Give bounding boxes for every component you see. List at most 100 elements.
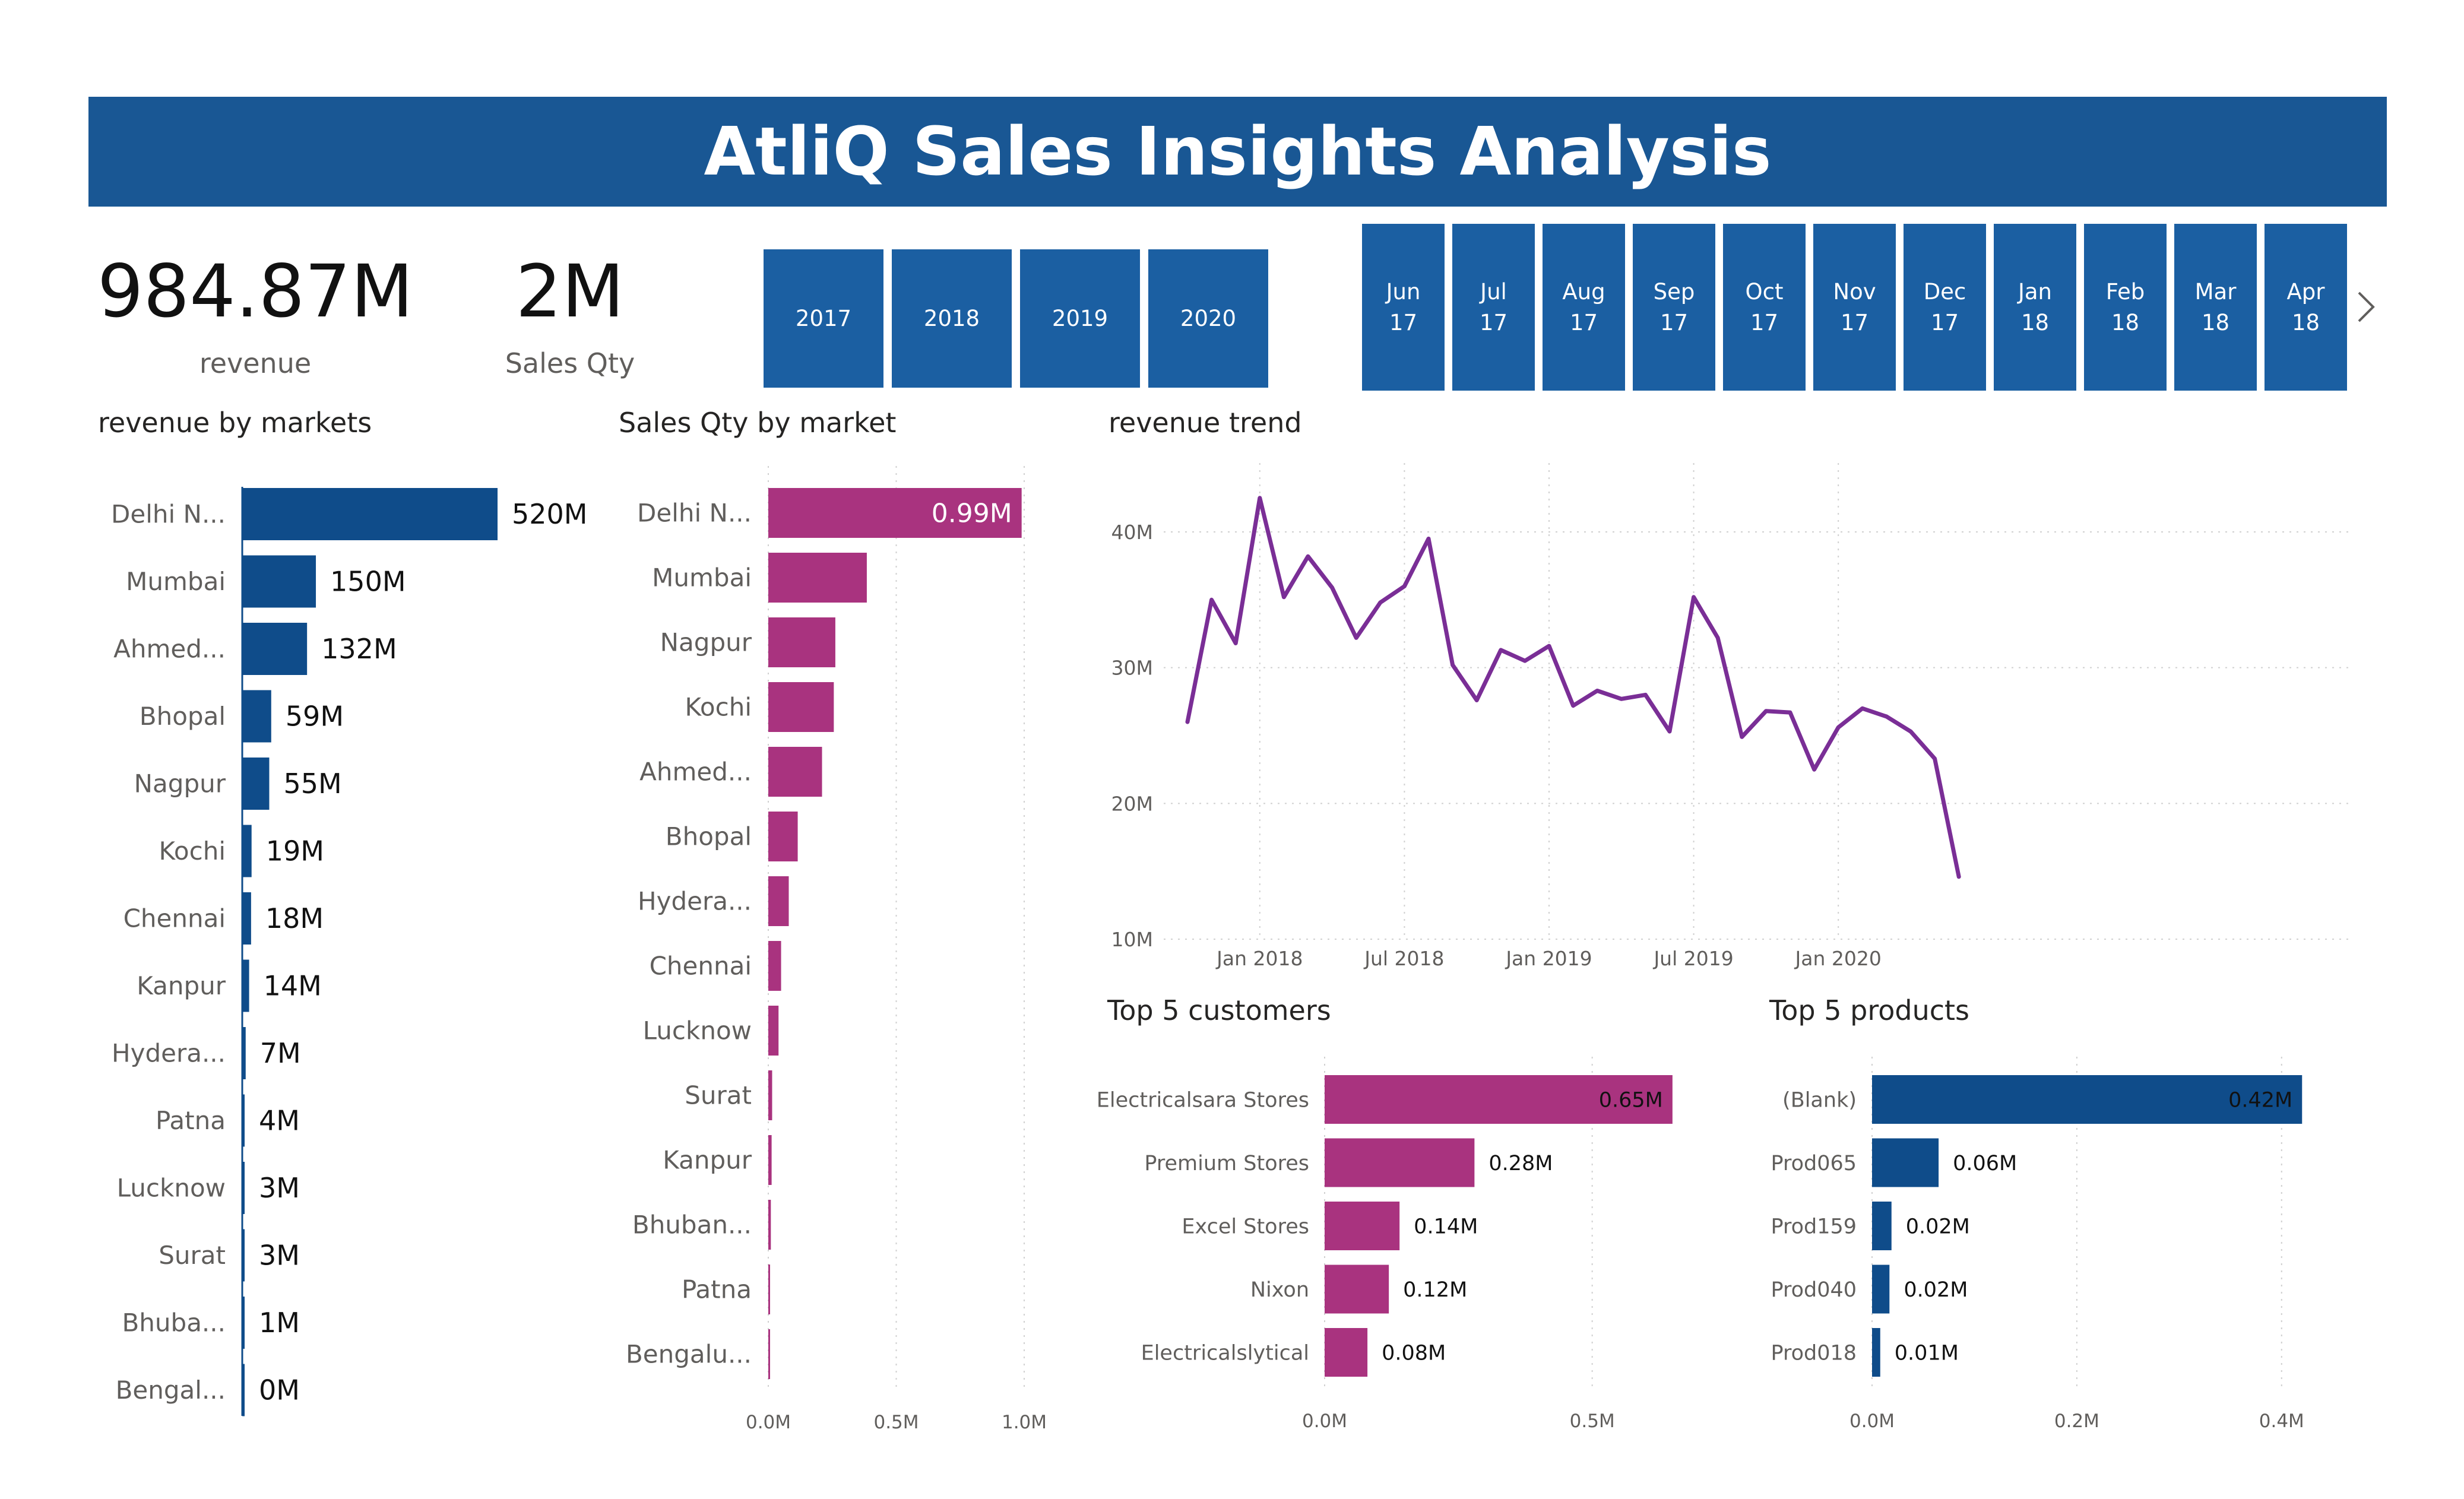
revenue-market-data-label: 1M bbox=[259, 1307, 300, 1339]
revenue-market-bar bbox=[242, 1162, 245, 1214]
top-customer-category-label: Premium Stores bbox=[1144, 1152, 1309, 1175]
top-product-category-label: (Blank) bbox=[1782, 1088, 1857, 1112]
top-customer-category-label: Electricalslytical bbox=[1141, 1341, 1309, 1365]
top-product-x-tick-label: 0.4M bbox=[2259, 1411, 2304, 1432]
sales-qty-category-label: Lucknow bbox=[643, 1016, 752, 1045]
sales-qty-x-tick-label: 1.0M bbox=[1002, 1412, 1047, 1433]
revenue-market-category-label: Bengal... bbox=[116, 1376, 226, 1405]
year-slicer-2018[interactable]: 2018 bbox=[892, 249, 1012, 388]
top-customer-bar bbox=[1325, 1202, 1400, 1250]
sales-qty-data-label: 0.99M bbox=[932, 498, 1012, 528]
month-slicer-dec-17[interactable]: Dec 17 bbox=[1904, 224, 1986, 391]
sales-qty-bar bbox=[768, 812, 798, 861]
top-product-data-label: 0.42M bbox=[2228, 1088, 2292, 1112]
title-banner: AtliQ Sales Insights Analysis bbox=[88, 97, 2387, 207]
chevron-right-icon[interactable] bbox=[2354, 289, 2378, 325]
top-product-data-label: 0.02M bbox=[1906, 1215, 1970, 1238]
top5-customers-title: Top 5 customers bbox=[1107, 994, 1331, 1026]
top-product-bar bbox=[1872, 1075, 2303, 1124]
sales-qty-bar bbox=[768, 1135, 772, 1185]
sales-qty-bar bbox=[768, 1265, 770, 1314]
revenue-market-data-label: 0M bbox=[259, 1374, 300, 1406]
revenue-market-data-label: 3M bbox=[259, 1240, 300, 1272]
revenue-market-data-label: 132M bbox=[321, 633, 397, 665]
sales-qty-bar bbox=[768, 1006, 779, 1056]
sales-qty-category-label: Kanpur bbox=[663, 1146, 752, 1175]
month-slicer-aug-17[interactable]: Aug 17 bbox=[1543, 224, 1625, 391]
revenue-market-data-label: 59M bbox=[286, 701, 344, 733]
sales-qty-category-label: Delhi N... bbox=[637, 499, 752, 528]
revenue-by-markets-chart: Delhi N... 520M Mumbai 150M Ahmed... 132M Bhop… bbox=[111, 487, 588, 1416]
top-customer-bar bbox=[1325, 1328, 1368, 1377]
top-product-category-label: Prod040 bbox=[1771, 1278, 1857, 1302]
sales-qty-bar bbox=[768, 1200, 771, 1250]
sales-qty-bar bbox=[768, 941, 781, 991]
top-customer-x-tick-label: 0.5M bbox=[1570, 1411, 1615, 1432]
revenue-market-bar bbox=[242, 1027, 246, 1079]
revenue-trend-x-tick-label: Jan 2018 bbox=[1215, 947, 1303, 970]
top-product-bar bbox=[1872, 1138, 1939, 1187]
revenue-market-category-label: Delhi N... bbox=[111, 500, 226, 529]
sales-qty-by-market-chart: 0.0M 0.5M 1.0M Delhi N... 0.99M Mumbai Nagpur K… bbox=[626, 466, 1047, 1433]
top-product-data-label: 0.06M bbox=[1953, 1152, 2017, 1175]
sales-qty-category-label: Hydera... bbox=[638, 887, 752, 916]
sales-qty-category-label: Surat bbox=[685, 1081, 752, 1110]
revenue-market-category-label: Kochi bbox=[159, 836, 226, 866]
revenue-kpi-label: revenue bbox=[199, 347, 312, 379]
top-customer-x-tick-label: 0.0M bbox=[1302, 1411, 1347, 1432]
sales-qty-by-market-title: Sales Qty by market bbox=[619, 407, 897, 439]
revenue-market-bar bbox=[242, 825, 252, 877]
revenue-market-category-label: Bhuba... bbox=[122, 1308, 226, 1338]
month-slicer-sep-17[interactable]: Sep 17 bbox=[1633, 224, 1715, 391]
sales-qty-bar bbox=[768, 1070, 772, 1120]
revenue-market-category-label: Mumbai bbox=[126, 567, 226, 596]
top-customer-category-label: Nixon bbox=[1250, 1278, 1309, 1302]
sales-qty-kpi-value: 2M bbox=[515, 249, 625, 334]
sales-qty-bar bbox=[768, 488, 1022, 538]
top-customer-bar bbox=[1325, 1265, 1389, 1314]
month-slicer-feb-18[interactable]: Feb 18 bbox=[2084, 224, 2167, 391]
top-customer-data-label: 0.28M bbox=[1488, 1152, 1553, 1175]
revenue-kpi-value: 984.87M bbox=[97, 249, 414, 334]
revenue-market-bar bbox=[242, 892, 251, 945]
revenue-market-bar bbox=[242, 555, 316, 608]
sales-qty-bar bbox=[768, 1329, 770, 1379]
revenue-market-data-label: 7M bbox=[260, 1037, 301, 1069]
month-slicer-jun-17[interactable]: Jun 17 bbox=[1362, 224, 1445, 391]
sales-qty-category-label: Nagpur bbox=[660, 628, 752, 657]
sales-qty-bar bbox=[768, 747, 822, 797]
page-title: AtliQ Sales Insights Analysis bbox=[704, 113, 1772, 191]
revenue-trend-y-tick-label: 20M bbox=[1111, 792, 1153, 815]
top-product-bar bbox=[1872, 1265, 1890, 1314]
month-slicer-jul-17[interactable]: Jul 17 bbox=[1452, 224, 1535, 391]
revenue-market-category-label: Hydera... bbox=[112, 1039, 226, 1068]
month-slicer-oct-17[interactable]: Oct 17 bbox=[1723, 224, 1806, 391]
sales-qty-bar bbox=[768, 876, 789, 926]
revenue-trend-line bbox=[1185, 496, 1961, 879]
sales-qty-category-label: Chennai bbox=[650, 952, 752, 981]
revenue-market-data-label: 520M bbox=[512, 498, 588, 530]
top-product-category-label: Prod065 bbox=[1771, 1152, 1857, 1175]
revenue-market-bar bbox=[242, 1364, 245, 1416]
revenue-trend-y-tick-label: 40M bbox=[1111, 521, 1153, 544]
month-slicer-mar-18[interactable]: Mar 18 bbox=[2174, 224, 2257, 391]
year-slicer-2020[interactable]: 2020 bbox=[1148, 249, 1268, 388]
revenue-market-bar bbox=[242, 758, 270, 810]
year-slicer-2019[interactable]: 2019 bbox=[1020, 249, 1140, 388]
sales-qty-category-label: Bengalu... bbox=[626, 1340, 752, 1369]
revenue-market-data-label: 18M bbox=[265, 902, 324, 934]
month-slicer-apr-18[interactable]: Apr 18 bbox=[2265, 224, 2347, 391]
revenue-trend-x-tick-label: Jul 2018 bbox=[1363, 947, 1444, 970]
month-slicer-nov-17[interactable]: Nov 17 bbox=[1813, 224, 1896, 391]
revenue-market-category-label: Bhopal bbox=[140, 702, 226, 731]
sales-qty-category-label: Bhuban... bbox=[632, 1210, 752, 1240]
year-slicer-2017[interactable]: 2017 bbox=[764, 249, 883, 388]
revenue-market-category-label: Patna bbox=[156, 1106, 226, 1135]
revenue-trend-y-tick-label: 30M bbox=[1111, 657, 1153, 680]
top-customer-category-label: Electricalsara Stores bbox=[1097, 1088, 1309, 1112]
revenue-market-bar bbox=[242, 1297, 245, 1349]
top-product-bar bbox=[1872, 1202, 1892, 1250]
month-slicer-jan-18[interactable]: Jan 18 bbox=[1994, 224, 2076, 391]
sales-qty-bar bbox=[768, 553, 867, 603]
